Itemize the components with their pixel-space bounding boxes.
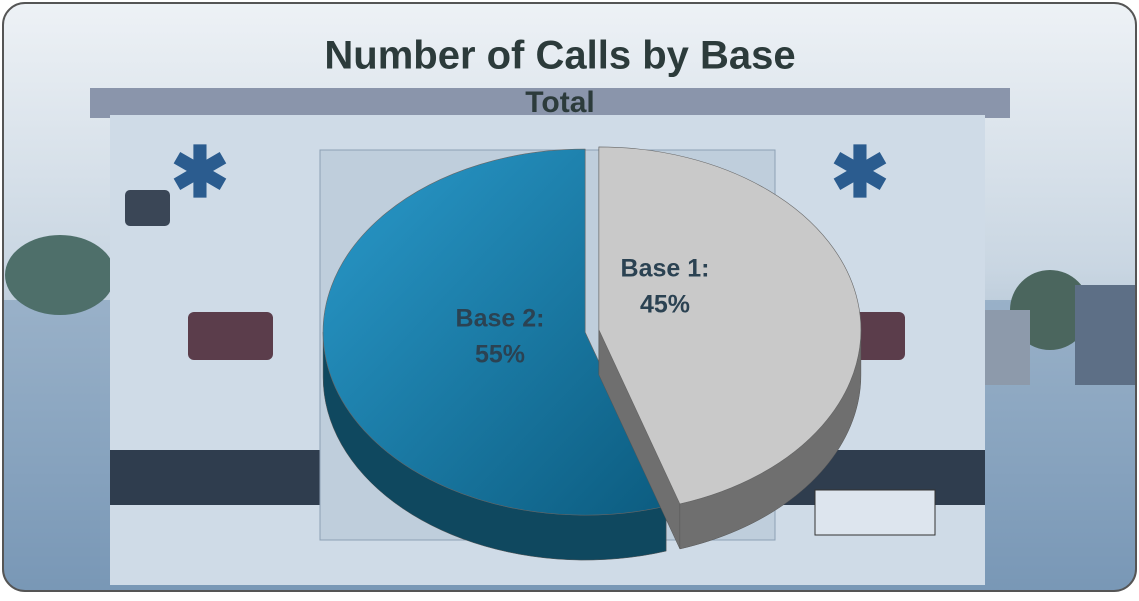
slice [598, 146, 862, 505]
svg-text:✱: ✱ [831, 133, 890, 211]
category-label: Base 1: [621, 255, 710, 283]
frame [2, 2, 1137, 592]
data-label: 55% [475, 341, 525, 369]
chart-title: Number of Calls by Base [324, 34, 795, 78]
slice [322, 148, 667, 516]
pie: Base 1: 45% Base 2: 55% [322, 146, 862, 561]
data-label: 45% [640, 291, 690, 319]
category-label: Base 2: [456, 305, 545, 333]
svg-text:✱: ✱ [171, 133, 230, 211]
chart-subtitle: Total [525, 86, 594, 119]
